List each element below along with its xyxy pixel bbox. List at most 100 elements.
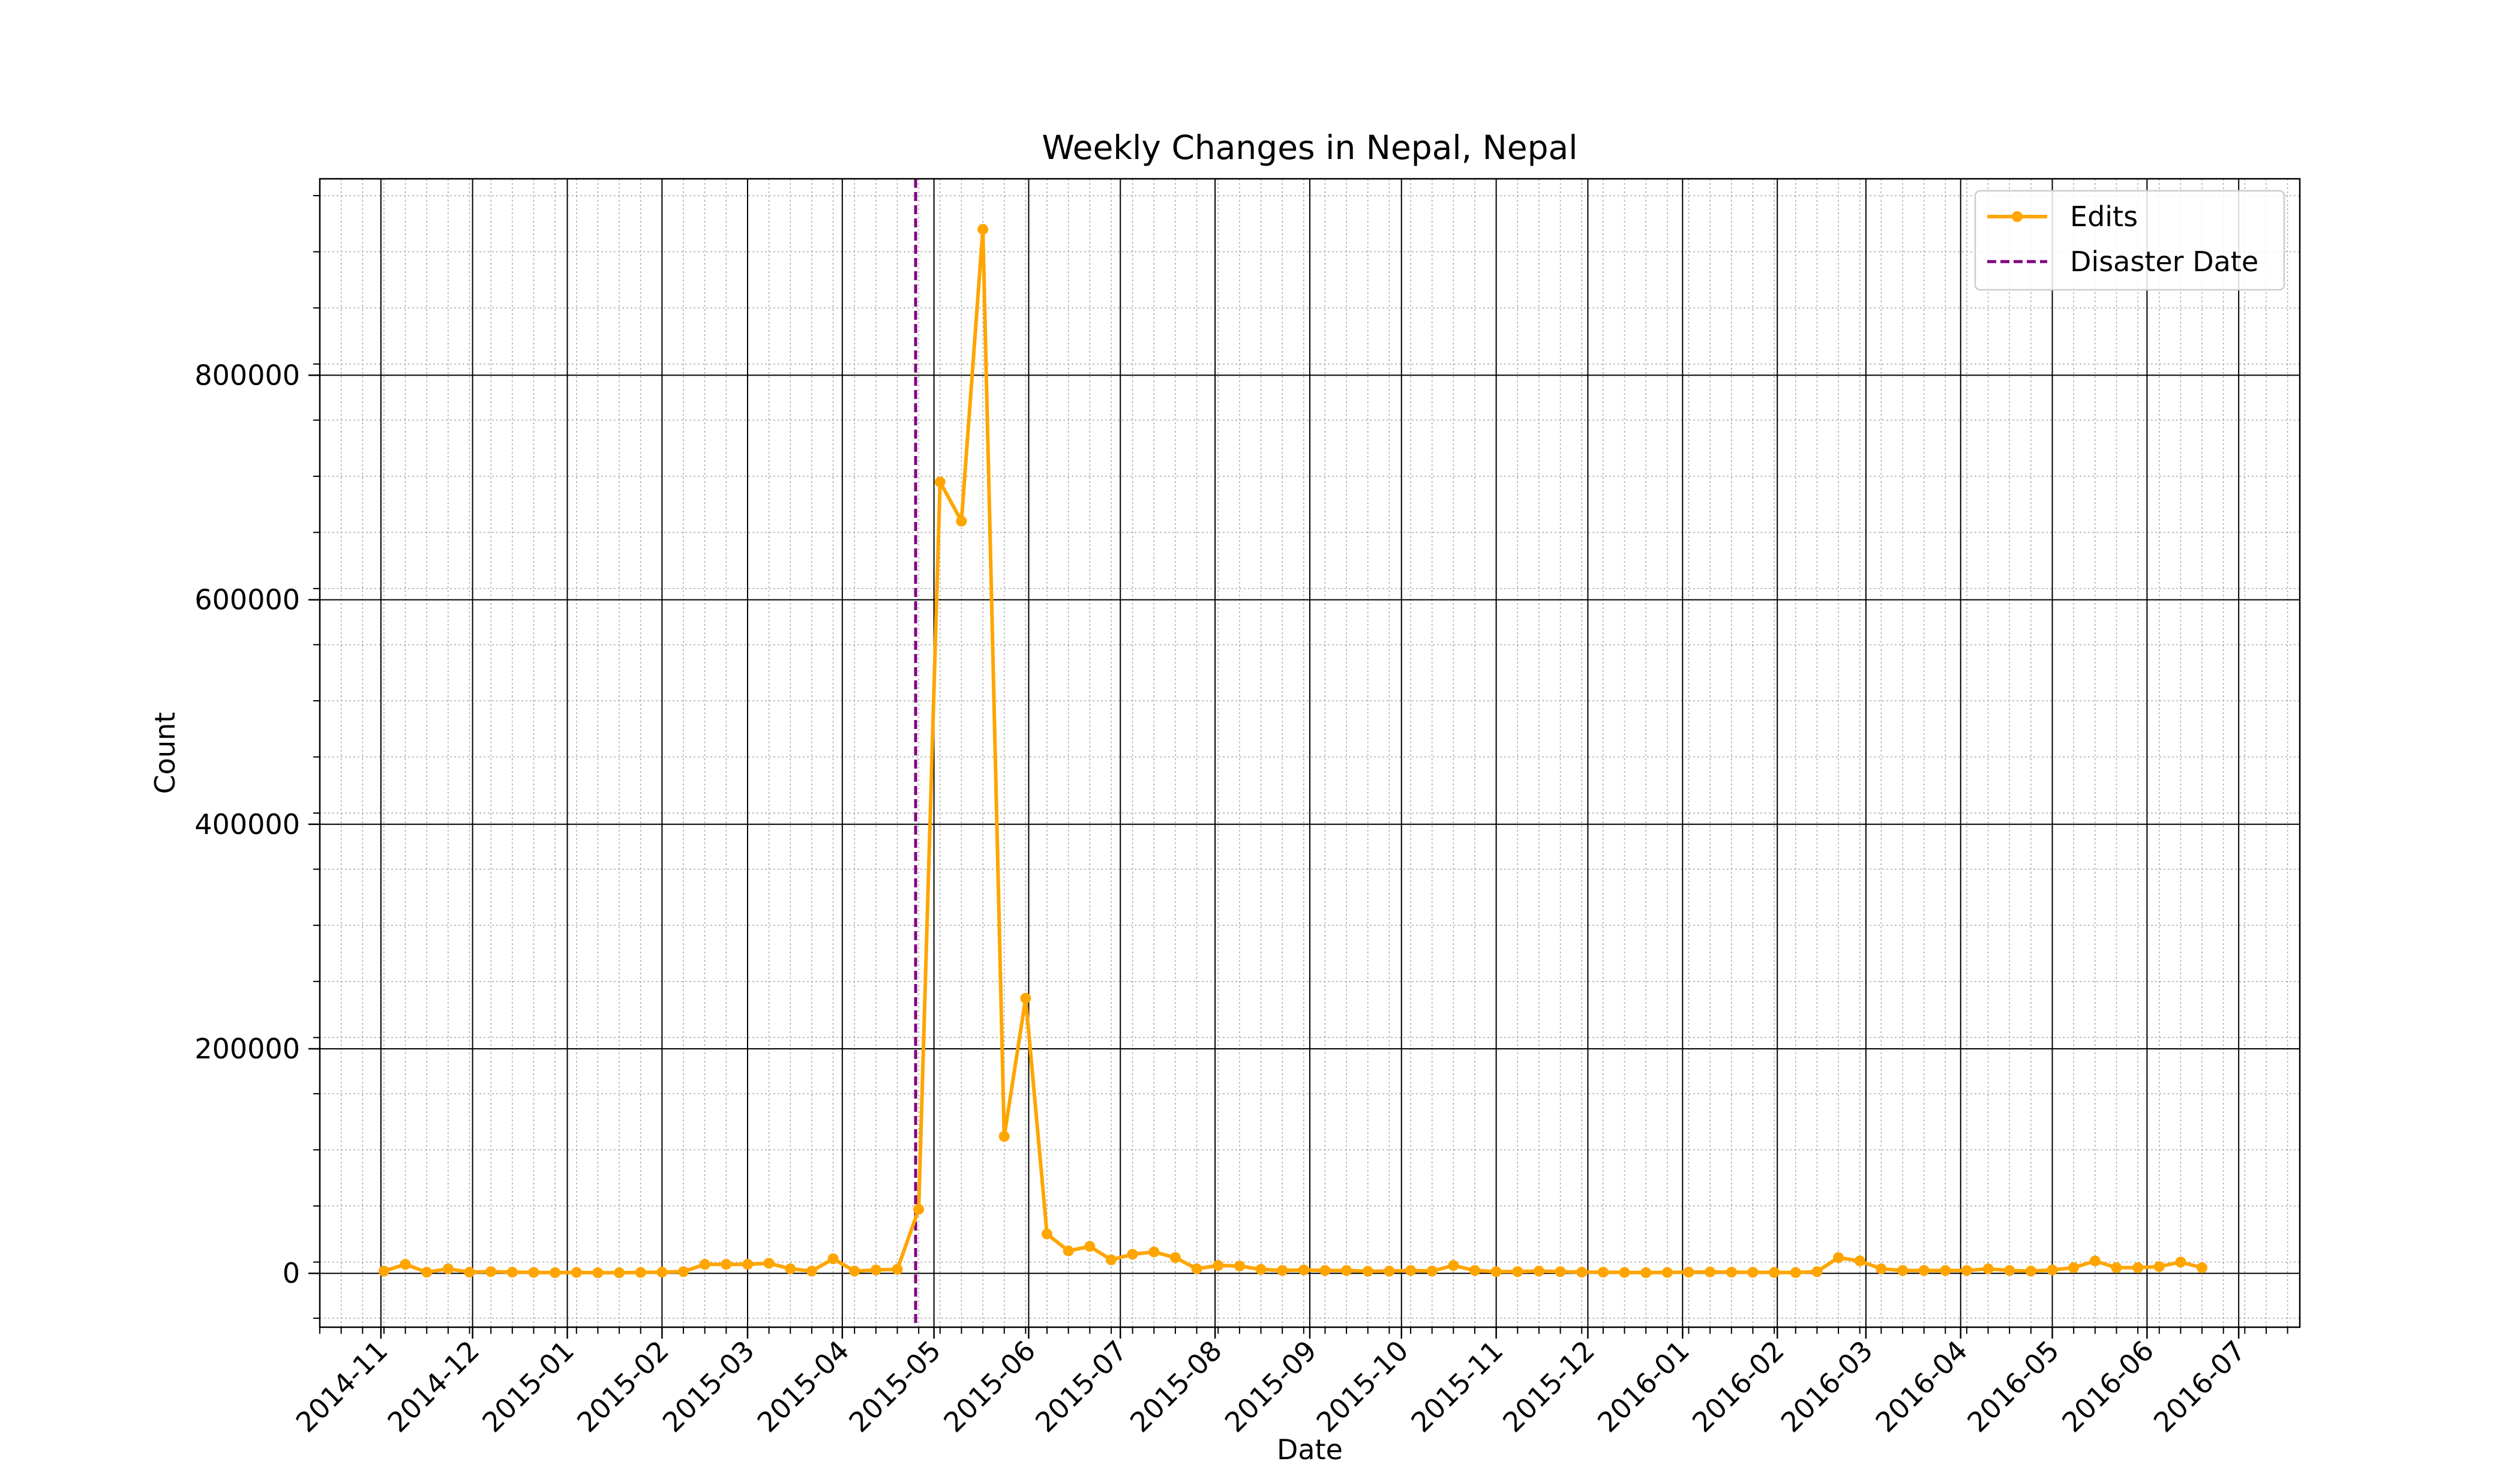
edits-point xyxy=(1469,1265,1480,1276)
edits-point xyxy=(1405,1265,1417,1276)
edits-point xyxy=(721,1259,732,1270)
edits-point xyxy=(699,1259,710,1270)
edits-point xyxy=(592,1267,604,1279)
edits-point xyxy=(998,1130,1010,1142)
edits-point xyxy=(1790,1267,1801,1278)
edits-point xyxy=(485,1266,497,1277)
edits-point xyxy=(506,1267,518,1278)
edits-point xyxy=(1640,1267,1652,1279)
edits-point xyxy=(806,1265,817,1277)
edits-point xyxy=(1234,1261,1245,1271)
chart-title: Weekly Changes in Nepal, Nepal xyxy=(1042,128,1577,167)
edits-point xyxy=(678,1266,689,1277)
y-tick-labels: 0 200000 400000 600000 800000 xyxy=(194,359,300,1289)
edits-point xyxy=(892,1264,903,1275)
y-tick-label: 800000 xyxy=(194,359,300,391)
y-tick-label: 400000 xyxy=(194,808,300,841)
edits-point xyxy=(571,1267,582,1278)
edits-point xyxy=(1555,1266,1566,1277)
edits-point xyxy=(378,1265,389,1277)
edits-point xyxy=(1106,1254,1117,1265)
edits-point xyxy=(1940,1265,1951,1276)
legend-box xyxy=(1974,190,2285,291)
legend-disaster-label: Disaster Date xyxy=(2070,245,2258,278)
edits-point xyxy=(1747,1267,1759,1278)
edits-point xyxy=(870,1264,881,1276)
edits-point xyxy=(400,1259,411,1270)
edits-point xyxy=(1362,1265,1373,1277)
edits-point xyxy=(2153,1261,2165,1272)
edits-point xyxy=(1533,1265,1544,1277)
edits-point xyxy=(1597,1267,1609,1278)
edits-point xyxy=(1213,1260,1224,1271)
edits-point xyxy=(2175,1256,2186,1268)
edits-point xyxy=(1982,1263,1994,1274)
series-group xyxy=(378,224,2207,1279)
edits-point xyxy=(1042,1228,1052,1240)
edits-point xyxy=(849,1265,860,1277)
edits-point xyxy=(934,476,946,488)
edits-point xyxy=(1255,1264,1267,1275)
edits-point xyxy=(1127,1249,1138,1260)
edits-point xyxy=(1705,1266,1716,1277)
edits-point xyxy=(1063,1245,1074,1256)
edits-point xyxy=(550,1267,561,1279)
major-gridlines xyxy=(320,179,2300,1327)
edits-point xyxy=(977,224,989,235)
edits-point xyxy=(1426,1265,1438,1277)
legend: Edits Disaster Date xyxy=(1974,190,2285,291)
edits-point xyxy=(827,1253,839,1264)
edits-point xyxy=(742,1259,753,1270)
edits-point xyxy=(635,1267,646,1278)
edits-point xyxy=(1661,1267,1673,1278)
edits-point xyxy=(763,1258,775,1269)
edits-point xyxy=(1876,1263,1887,1274)
edits-point xyxy=(2197,1262,2207,1273)
edits-point xyxy=(1726,1267,1737,1278)
edits-point xyxy=(1384,1265,1395,1277)
edits-point xyxy=(1833,1252,1844,1263)
edits-point xyxy=(464,1267,475,1278)
axis-ticks xyxy=(308,195,2288,1339)
edits-point xyxy=(442,1263,454,1274)
edits-point xyxy=(1277,1265,1288,1276)
edits-point xyxy=(528,1267,539,1278)
edits-point xyxy=(1769,1267,1780,1278)
edits-point xyxy=(2089,1255,2101,1267)
edits-point xyxy=(1020,992,1031,1004)
edits-point xyxy=(1683,1267,1694,1278)
edits-point xyxy=(1084,1241,1096,1252)
edits-point xyxy=(1298,1264,1309,1276)
edits-point xyxy=(421,1267,433,1278)
x-axis-label: Date xyxy=(1277,1433,1343,1466)
edits-point xyxy=(1897,1265,1908,1276)
y-tick-label: 600000 xyxy=(194,584,300,616)
edits-point xyxy=(913,1204,925,1215)
edits-point xyxy=(1148,1246,1160,1258)
edits-point xyxy=(1169,1252,1181,1263)
edits-point xyxy=(1918,1265,1930,1276)
edits-point xyxy=(1576,1267,1588,1278)
edits-point xyxy=(656,1267,668,1278)
y-tick-label: 200000 xyxy=(194,1033,300,1065)
edits-point xyxy=(1512,1266,1523,1277)
edits-point xyxy=(1191,1263,1202,1274)
legend-edits-label: Edits xyxy=(2070,200,2138,233)
edits-point xyxy=(2025,1265,2036,1277)
edits-point xyxy=(1319,1265,1331,1276)
y-axis-label: Count xyxy=(149,712,181,794)
edits-point xyxy=(2111,1262,2122,1273)
edits-point xyxy=(2004,1265,2015,1276)
edits-point xyxy=(1341,1265,1352,1276)
y-tick-label: 0 xyxy=(283,1257,300,1289)
edits-point xyxy=(956,515,967,527)
edits-point xyxy=(1619,1267,1630,1278)
edits-point xyxy=(2132,1262,2144,1273)
edits-point xyxy=(1448,1260,1459,1271)
edits-point xyxy=(2047,1264,2058,1276)
legend-edits-marker xyxy=(2012,211,2023,222)
edits-point xyxy=(2068,1262,2080,1273)
edits-point xyxy=(785,1263,796,1274)
edits-point xyxy=(1490,1266,1502,1277)
